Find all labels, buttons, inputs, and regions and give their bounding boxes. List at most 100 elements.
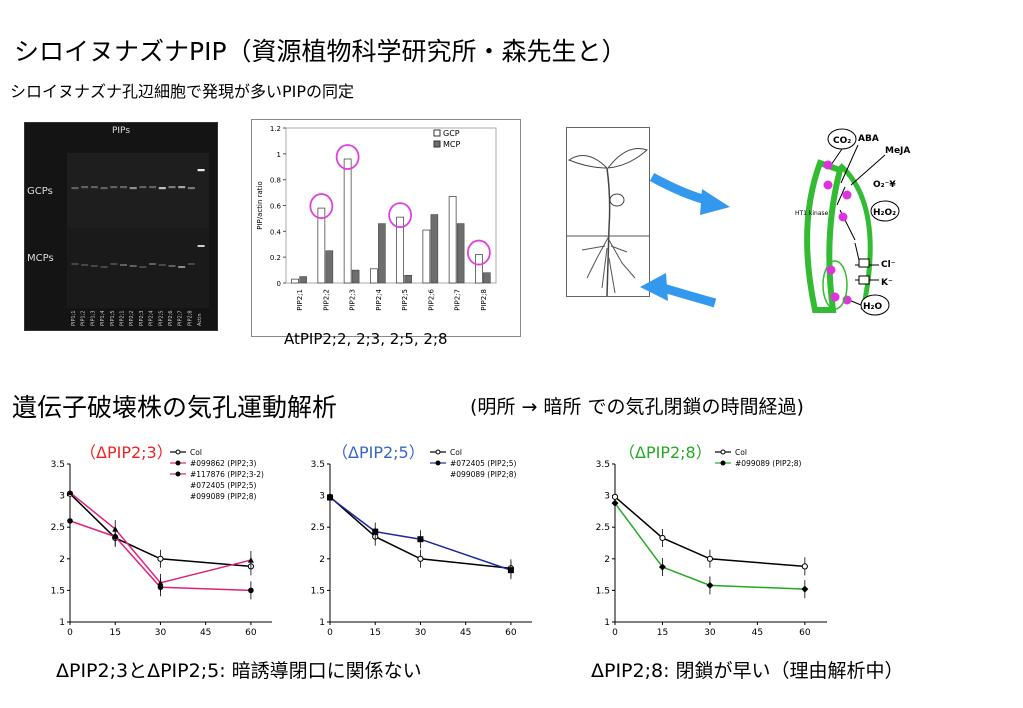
- data-point: [157, 579, 164, 586]
- data-point: [417, 536, 424, 543]
- data-point: [706, 581, 714, 589]
- legend-label-mcp: MCP: [443, 140, 460, 149]
- bar-xtick-label: PIP2;4: [375, 288, 383, 310]
- line-chart-title: （ΔPIP2;8）: [619, 443, 712, 462]
- label-co2: CO₂: [833, 136, 851, 146]
- y-tick-label: 1: [319, 618, 325, 628]
- bar-chart-box: 0 0.2 0.4 0.6 0.8 1 1.2 PIP/actin ratio PIP2;1 PI…: [251, 119, 521, 337]
- y-tick-label: 2.5: [51, 523, 65, 533]
- page-subtitle: シロイヌナズナ孔辺細胞で発現が多いPIPの同定: [10, 82, 355, 101]
- bar-ytick-label: 0.2: [270, 254, 281, 262]
- gel-band-gcp: [81, 186, 89, 189]
- legend-marker: [175, 449, 181, 455]
- bar-mcp: [404, 275, 412, 284]
- gel-band-gcp: [187, 187, 195, 190]
- y-tick-label: 2.5: [311, 523, 325, 533]
- gel-band-gcp: [139, 186, 147, 189]
- x-tick-label: 30: [704, 628, 716, 638]
- gel-band-mcp: [187, 263, 195, 265]
- y-tick-label: 1: [604, 618, 610, 628]
- line-chart-pip28: （ΔPIP2;8） 1 1.5 2 2.5 3 3.5 0 15 30 45 60 Col #099089…: [585, 438, 855, 643]
- gel-lane-label: PIP1;1: [71, 310, 77, 326]
- page-title: シロイヌナズナPIP（資源植物科学研究所・森先生と）: [14, 37, 627, 66]
- gel-band-mcp: [120, 264, 127, 266]
- bar-xtick-label: PIP2;1: [296, 289, 304, 311]
- gel-band-mcp: [129, 265, 137, 267]
- x-tick-label: 60: [245, 628, 257, 638]
- label-h2o2: H₂O₂: [873, 208, 896, 218]
- gel-band-mcp: [81, 264, 89, 266]
- label-k: K⁻: [881, 278, 893, 288]
- bar-xtick-label: PIP2;5: [401, 289, 409, 311]
- gel-lane-label: PIP1;4: [100, 310, 106, 326]
- bar-xtick-label: PIP2;2: [322, 289, 330, 311]
- y-tick-label: 2.5: [596, 523, 610, 533]
- x-tick-label: 0: [67, 628, 73, 638]
- gel-band-gcp: [129, 187, 137, 190]
- label-ht1: HT1 kinase: [795, 210, 829, 217]
- arrow-right-icon: [649, 173, 712, 206]
- gel-lower-area: [67, 228, 209, 308]
- y-tick-label: 3.5: [596, 460, 610, 470]
- data-point: [247, 557, 254, 563]
- highlight-circle: [335, 144, 360, 170]
- legend-label: Col: [450, 448, 462, 457]
- guard-cell-diagram: CO₂ ABA MeJA O₂⁻¥ H₂O₂ HT1 kinase Cl⁻ K⁻…: [795, 128, 910, 316]
- x-tick-label: 30: [415, 628, 427, 638]
- bar-mcp: [325, 250, 334, 284]
- series-line: [69, 491, 252, 584]
- cycle-arrows: [640, 173, 730, 308]
- gel-band-mcp: [110, 263, 118, 265]
- conclusion-pip28: ΔPIP2;8: 閉鎖が早い（理由解析中）: [591, 660, 904, 682]
- y-tick-label: 3.5: [311, 460, 325, 470]
- bar-mcp: [456, 223, 465, 284]
- label-o2: O₂⁻¥: [873, 180, 896, 190]
- bar-xtick-label: PIP2;7: [454, 289, 462, 311]
- gel-band-mcp: [139, 266, 147, 268]
- bar-gcp: [317, 207, 326, 284]
- gel-lane-label: PIP1;2: [81, 310, 87, 326]
- series-line: [329, 496, 512, 571]
- gel-band-mcp: [71, 263, 79, 265]
- arrow-left-icon: [658, 282, 717, 308]
- gel-lane-label: PIP2;3: [139, 310, 145, 326]
- label-cl: Cl⁻: [881, 260, 896, 270]
- line-chart-pip23: （ΔPIP2;3） 1 1.5 2 2.5 3 3.5 0 15 30 45 60 Col #099862…: [40, 438, 295, 643]
- label-h2o: H₂O: [863, 302, 882, 312]
- legend-label: #072405 (PIP2;5): [190, 481, 257, 490]
- x-tick-label: 60: [505, 628, 517, 638]
- gel-lane-labels: PIP1;1 PIP1;2 PIP1;3 PIP1;4 PIP1;5 PIP2;1 PIP2…: [71, 310, 203, 326]
- section2-title: 遺伝子破壊株の気孔運動解析: [12, 393, 338, 422]
- legend-marker: [720, 460, 726, 466]
- gel-band-mcp: [197, 245, 205, 247]
- bar-ytick-label: 0.4: [270, 228, 282, 236]
- legend-label: Col: [735, 448, 747, 457]
- x-tick-label: 0: [612, 628, 618, 638]
- line-chart-pip25: （ΔPIP2;5） 1 1.5 2 2.5 3 3.5 0 15 30 45 60 Col #072405…: [300, 438, 550, 643]
- data-point: [801, 563, 808, 570]
- bar-ytick-label: 0: [277, 280, 281, 288]
- series-line: [69, 493, 251, 568]
- bar-mcp: [351, 269, 360, 284]
- data-point: [67, 489, 73, 495]
- bar-gcp: [475, 254, 483, 284]
- bar-mcp: [299, 276, 307, 284]
- bar-mcp: [483, 272, 491, 284]
- y-tick-label: 2: [604, 555, 610, 565]
- gel-lane-label: PIP2;2: [129, 310, 135, 326]
- bar-gcp: [422, 229, 431, 284]
- data-point: [372, 528, 379, 535]
- bar-ytick-label: 0.8: [270, 177, 281, 185]
- bar-ylabel: PIP/actin ratio: [256, 181, 264, 230]
- bar-gcp: [370, 268, 378, 284]
- bar-chart: 0 0.2 0.4 0.6 0.8 1 1.2 PIP/actin ratio PIP2;1 PI…: [256, 125, 497, 311]
- gel-band-mcp: [178, 266, 186, 268]
- gel-lane-label: PIP1;5: [110, 310, 116, 326]
- x-tick-label: 45: [200, 628, 211, 638]
- guard-cell-right: [838, 163, 873, 311]
- gel-band-gcp: [178, 186, 186, 189]
- bar-gcp: [291, 278, 299, 284]
- y-tick-label: 1.5: [51, 586, 65, 596]
- legend-label: #072405 (PIP2;5): [450, 459, 517, 468]
- gel-band-mcp: [168, 265, 176, 267]
